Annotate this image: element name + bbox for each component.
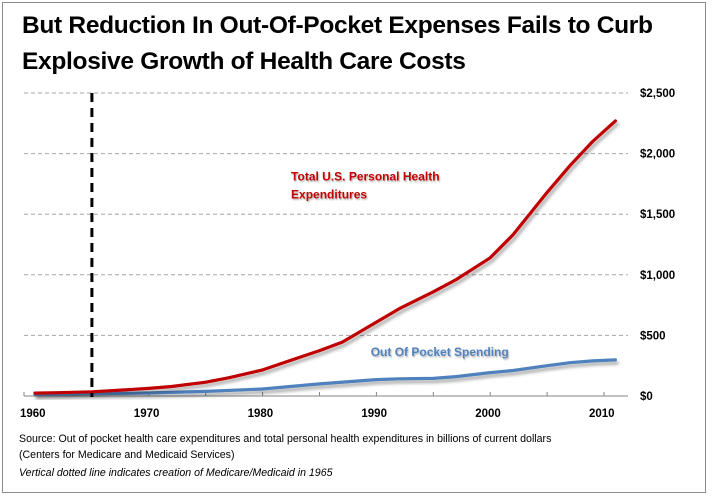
x-tick-label: 2000 [475,408,501,420]
y-tick-label: $500 [640,330,666,342]
x-tick-label: 1990 [361,408,387,420]
source-line-1: Source: Out of pocket health care expend… [19,433,552,445]
series-line-total-u-s-personal-health-expenditures [33,119,617,395]
x-tick-label: 2010 [589,408,615,420]
series-label-total-line-1: Total U.S. Personal Health [291,169,439,183]
x-tick-label: 1970 [134,408,160,420]
y-tick-label: $2,500 [640,88,675,100]
x-tick-label: 1980 [248,408,274,420]
reference-line-note: Vertical dotted line indicates creation … [19,467,333,479]
chart-title: But Reduction In Out-Of-Pocket Expenses … [22,12,653,75]
y-tick-label: $1,000 [640,270,675,282]
source-note: Source: Out of pocket health care expend… [19,431,699,463]
chart-frame [2,2,706,493]
series-label-out-of-pocket: Out Of Pocket Spending [371,345,509,359]
source-line-2: (Centers for Medicare and Medicaid Servi… [19,449,235,461]
y-tick-label: $1,500 [640,209,675,221]
series-label-total-line-2: Expenditures [291,187,367,201]
y-tick-label: $2,000 [640,149,675,161]
y-tick-label: $0 [640,391,653,403]
series-line-out-of-pocket-spending [33,358,617,396]
x-tick-label: 1960 [20,408,46,420]
